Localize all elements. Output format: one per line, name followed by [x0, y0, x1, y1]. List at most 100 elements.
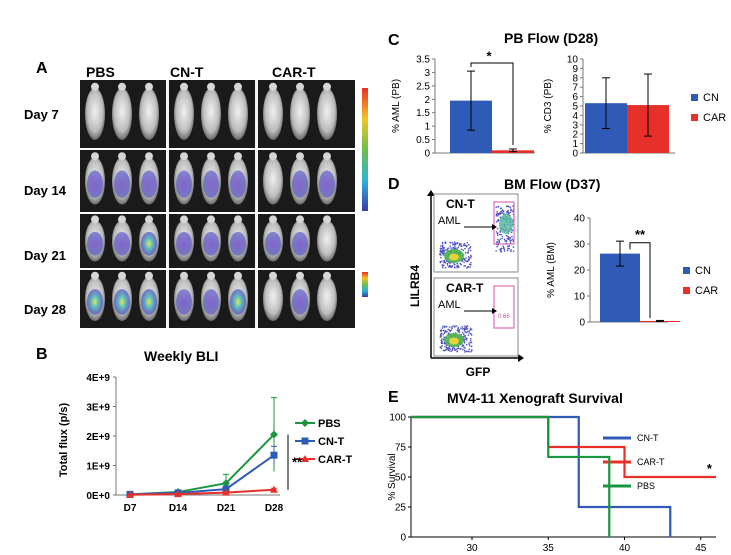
flow-event [445, 325, 448, 328]
flow-event [507, 211, 510, 213]
bli-row-4 [80, 270, 368, 328]
flow-event [505, 234, 508, 237]
flow-density-core [499, 214, 513, 234]
mouse-image [263, 157, 283, 205]
flow-event [459, 347, 461, 350]
bli-divider [255, 80, 258, 148]
flow-event [465, 245, 468, 248]
flow-event [459, 262, 462, 265]
mouse-head [234, 82, 242, 91]
chart-c2-ytick-label: 4 [572, 111, 578, 122]
chart-b-point [270, 430, 278, 439]
flow-event [501, 237, 504, 240]
bli-image-grid [80, 80, 368, 328]
luminescence-signal [176, 170, 192, 198]
chart-e-line-pbs [411, 415, 611, 537]
mouse-image [85, 88, 105, 140]
luminescence-signal [203, 289, 219, 315]
chart-c2-ytick-label: 0 [572, 149, 578, 160]
flow-event [444, 329, 447, 332]
flow-event [458, 266, 460, 268]
panel-e-title: MV4-11 Xenograft Survival [447, 390, 623, 406]
mouse-head [91, 152, 99, 161]
luminescence-signal [141, 170, 157, 198]
chart-e-ytick-label: 25 [395, 503, 407, 514]
flow-event [442, 249, 445, 252]
chart-d: 0 10 20 30 40 % AML (BM) ** CN CAR [546, 214, 718, 329]
flow-gate [493, 285, 515, 329]
flow-event [468, 348, 471, 351]
flow-event [448, 329, 451, 331]
chart-d-ylabel: % AML (BM) [546, 242, 557, 298]
mouse-image [139, 88, 159, 140]
chart-e-xtick-label: 30 [466, 543, 478, 554]
flow-event [463, 329, 466, 332]
bli-row-1 [80, 80, 368, 211]
chart-c-legend-label: CAR [703, 112, 726, 124]
flow-event [471, 349, 473, 352]
flow-plot-cn-t: CN-T AML [433, 193, 519, 273]
luminescence-signal [114, 231, 130, 256]
flow-event [463, 327, 465, 330]
chart-c1-ytick-label: 3 [424, 68, 430, 79]
flow-event [462, 333, 465, 335]
flow-event [443, 264, 445, 267]
chart-c1-sig-label: * [486, 50, 492, 63]
flow-event [450, 350, 452, 353]
bli-row-2 [80, 150, 355, 212]
chart-c2-ytick-label: 5 [572, 102, 578, 113]
mouse-head [145, 152, 153, 161]
flow-event [441, 247, 443, 250]
chart-d-sig-bracket [629, 242, 651, 319]
flow-event [442, 252, 444, 255]
luminescence-signal [87, 231, 103, 256]
bli-row-3 [80, 214, 355, 268]
luminescence-signal [265, 231, 281, 256]
mouse-head [91, 82, 99, 91]
flow-event [464, 334, 467, 337]
row-label-day-14: Day 14 [24, 183, 66, 198]
chart-e-xtick-label: 35 [543, 543, 555, 554]
flow-event [508, 212, 510, 215]
flow-event [499, 211, 501, 214]
chart-d-legend-swatch [683, 287, 690, 294]
flow-event [462, 249, 464, 252]
chart-e-ytick-label: 100 [389, 413, 406, 424]
flow-event [464, 331, 467, 333]
chart-e-xtick-label: 45 [695, 543, 707, 554]
flow-event [456, 348, 458, 350]
flow-event [467, 334, 470, 336]
luminescence-signal [176, 231, 192, 256]
flow-gate-value: 0.66 [498, 314, 510, 320]
chart-e-legend-label: CAR-T [637, 457, 665, 467]
flow-event [510, 231, 513, 233]
flow-event [439, 261, 442, 264]
flow-density-hot [449, 253, 459, 261]
flow-event [511, 210, 514, 213]
mouse-head [91, 215, 99, 224]
flow-event [458, 244, 460, 247]
flow-event [447, 247, 449, 250]
flow-event [464, 251, 467, 254]
flow-event [450, 266, 452, 269]
flow-event [463, 341, 466, 344]
flow-event [457, 246, 460, 249]
chart-b-ylabel: Total flux (p/s) [58, 402, 70, 477]
flow-event [452, 244, 454, 246]
chart-b-ytick-label: 0E+0 [86, 491, 110, 502]
bli-divider [166, 150, 169, 212]
flow-event [502, 210, 505, 213]
flow-event [441, 241, 444, 244]
flow-event [442, 325, 444, 327]
flow-event [440, 335, 442, 337]
flow-event [509, 206, 512, 208]
flow-plot-car-t: CAR-T AML 0.66 [433, 277, 519, 357]
panel-c-label: C [388, 32, 400, 49]
flow-event [468, 243, 470, 246]
chart-c1-ytick-label: 2.5 [416, 81, 430, 92]
flow-event [507, 236, 510, 238]
flow-event [500, 250, 502, 253]
flow-event [498, 241, 501, 244]
flow-event [448, 326, 451, 328]
flow-event [463, 349, 466, 352]
